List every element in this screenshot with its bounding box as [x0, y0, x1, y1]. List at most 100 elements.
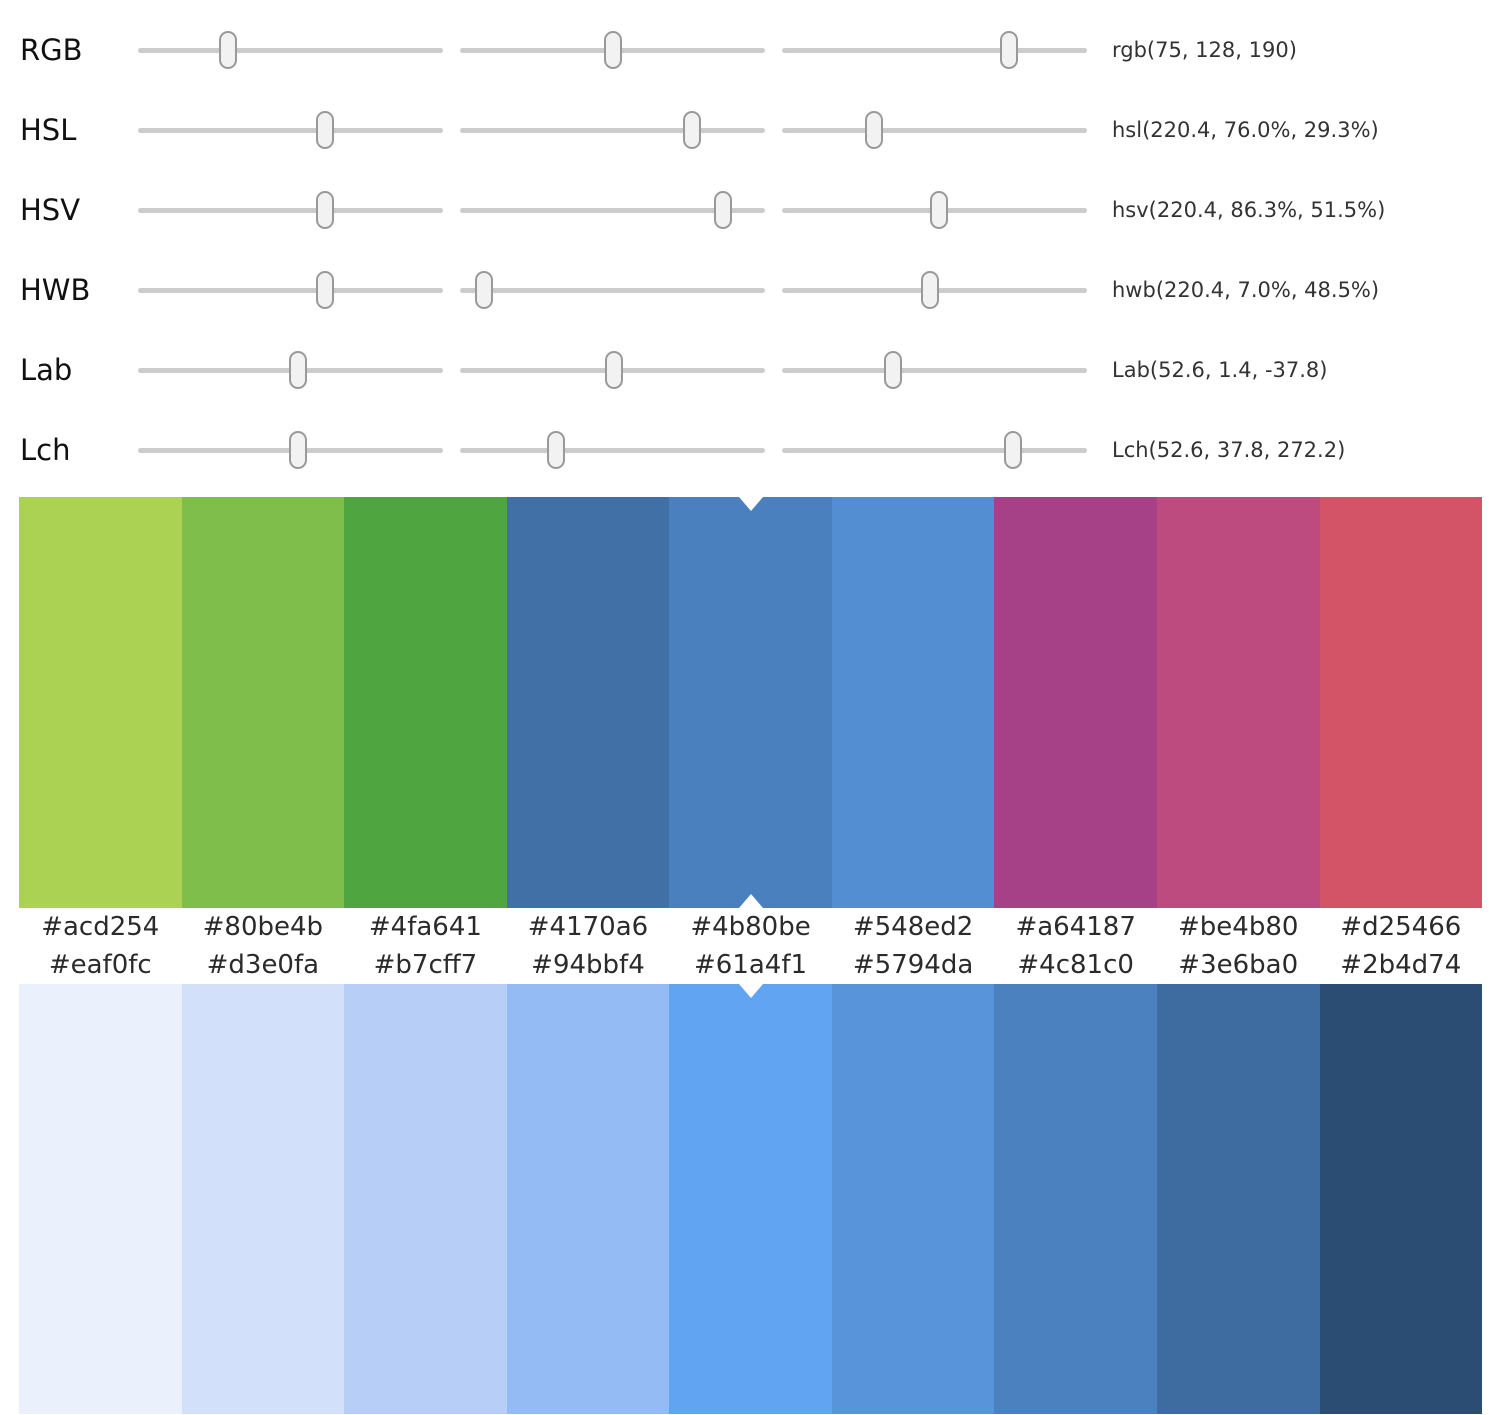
- swatch[interactable]: [181, 497, 345, 908]
- swatch-hex-label: #a64187: [1015, 912, 1136, 942]
- swatch-hex-label: #eaf0fc: [48, 950, 152, 980]
- swatch-hex-label: #61a4f1: [694, 950, 808, 980]
- swatch-hex-label: #4c81c0: [1017, 950, 1134, 980]
- slider-track[interactable]: [138, 287, 443, 293]
- slider-track[interactable]: [460, 447, 765, 453]
- slider-track[interactable]: [460, 287, 765, 293]
- slider-row-label: HWB: [20, 273, 91, 307]
- slider-thumb[interactable]: [1003, 431, 1022, 469]
- swatch[interactable]: [669, 984, 832, 1414]
- slider-thumb[interactable]: [289, 351, 308, 389]
- swatch[interactable]: [344, 497, 507, 908]
- hsl-saturation-slider[interactable]: [460, 90, 765, 170]
- swatch[interactable]: [994, 497, 1157, 908]
- slider-thumb[interactable]: [605, 351, 624, 389]
- swatch-hex-label: #4170a6: [527, 912, 649, 942]
- lab-a-slider[interactable]: [460, 330, 765, 410]
- slider-track[interactable]: [138, 127, 443, 133]
- rgb-blue-slider[interactable]: [782, 10, 1087, 90]
- lch-l-slider[interactable]: [138, 410, 443, 490]
- hsv-hue-slider[interactable]: [138, 170, 443, 250]
- swatch-hex-label: #3e6ba0: [1178, 950, 1299, 980]
- swatch-hex-label: #94bbf4: [531, 950, 645, 980]
- slider-track[interactable]: [138, 207, 443, 213]
- shade-palette: [19, 984, 1483, 1414]
- slider-row-value: hsl(220.4, 76.0%, 29.3%): [1112, 118, 1379, 142]
- lch-chroma-slider[interactable]: [460, 410, 765, 490]
- hwb-whiteness-slider[interactable]: [460, 250, 765, 330]
- swatch[interactable]: [669, 497, 832, 908]
- rgb-green-slider[interactable]: [460, 10, 765, 90]
- shade-palette-labels: #eaf0fc #d3e0fa #b7cff7 #94bbf4 #61a4f1 …: [19, 946, 1482, 984]
- slider-row-hsl: HSL hsl(220.4, 76.0%, 29.3%): [20, 90, 1501, 170]
- swatch[interactable]: [181, 984, 345, 1414]
- slider-track[interactable]: [782, 367, 1087, 373]
- slider-thumb[interactable]: [315, 271, 334, 309]
- slider-thumb[interactable]: [315, 191, 334, 229]
- hwb-hue-slider[interactable]: [138, 250, 443, 330]
- lab-l-slider[interactable]: [138, 330, 443, 410]
- slider-thumb[interactable]: [864, 111, 883, 149]
- slider-thumb[interactable]: [604, 31, 623, 69]
- hsl-hue-slider[interactable]: [138, 90, 443, 170]
- swatch[interactable]: [344, 984, 507, 1414]
- swatch-hex-label: #b7cff7: [373, 950, 478, 980]
- slider-row-value: hsv(220.4, 86.3%, 51.5%): [1112, 198, 1386, 222]
- slider-row-label: Lch: [20, 433, 71, 467]
- slider-thumb[interactable]: [218, 31, 237, 69]
- slider-row-lab: Lab Lab(52.6, 1.4, -37.8): [20, 330, 1501, 410]
- swatch-hex-label: #548ed2: [852, 912, 974, 942]
- slider-thumb[interactable]: [315, 111, 334, 149]
- slider-thumb[interactable]: [1000, 31, 1019, 69]
- slider-row-label: HSL: [20, 113, 77, 147]
- swatch[interactable]: [831, 497, 995, 908]
- slider-thumb[interactable]: [289, 431, 308, 469]
- swatch-hex-label: #4b80be: [690, 912, 811, 942]
- slider-row-rgb: RGB rgb(75, 128, 190): [20, 10, 1501, 90]
- slider-track[interactable]: [782, 127, 1087, 133]
- swatch[interactable]: [19, 984, 182, 1414]
- slider-thumb[interactable]: [475, 271, 494, 309]
- rgb-red-slider[interactable]: [138, 10, 443, 90]
- swatch[interactable]: [506, 497, 670, 908]
- swatch-hex-label: #80be4b: [202, 912, 324, 942]
- slider-row-label: HSV: [20, 193, 81, 227]
- slider-row-value: Lab(52.6, 1.4, -37.8): [1112, 358, 1328, 382]
- slider-thumb[interactable]: [714, 191, 733, 229]
- slider-track[interactable]: [138, 47, 443, 53]
- swatch[interactable]: [19, 497, 182, 908]
- swatch-hex-label: #4fa641: [368, 912, 482, 942]
- swatch[interactable]: [506, 984, 670, 1414]
- lch-hue-slider[interactable]: [782, 410, 1087, 490]
- slider-track[interactable]: [460, 127, 765, 133]
- slider-thumb[interactable]: [884, 351, 903, 389]
- slider-track[interactable]: [782, 47, 1087, 53]
- hsl-lightness-slider[interactable]: [782, 90, 1087, 170]
- hsv-saturation-slider[interactable]: [460, 170, 765, 250]
- slider-thumb[interactable]: [930, 191, 949, 229]
- swatch[interactable]: [831, 984, 995, 1414]
- hue-palette-labels: #acd254 #80be4b #4fa641 #4170a6 #4b80be …: [19, 908, 1482, 946]
- slider-row-lch: Lch Lch(52.6, 37.8, 272.2): [20, 410, 1501, 490]
- swatch[interactable]: [1156, 984, 1320, 1414]
- swatch-hex-label: #d25466: [1340, 912, 1462, 942]
- hsv-value-slider[interactable]: [782, 170, 1087, 250]
- slider-row-hsv: HSV hsv(220.4, 86.3%, 51.5%): [20, 170, 1501, 250]
- swatch[interactable]: [994, 984, 1157, 1414]
- slider-panel: RGB rgb(75, 128, 190) HSL hsl(220.4,: [0, 0, 1501, 490]
- slider-thumb[interactable]: [547, 431, 566, 469]
- slider-track[interactable]: [460, 207, 765, 213]
- swatch[interactable]: [1319, 497, 1483, 908]
- hwb-blackness-slider[interactable]: [782, 250, 1087, 330]
- slider-row-value: hwb(220.4, 7.0%, 48.5%): [1112, 278, 1380, 302]
- swatch-hex-label: #5794da: [852, 950, 974, 980]
- slider-row-value: rgb(75, 128, 190): [1112, 38, 1297, 62]
- slider-thumb[interactable]: [682, 111, 701, 149]
- lab-b-slider[interactable]: [782, 330, 1087, 410]
- swatch[interactable]: [1156, 497, 1320, 908]
- slider-thumb[interactable]: [920, 271, 939, 309]
- swatch[interactable]: [1319, 984, 1483, 1414]
- slider-track[interactable]: [782, 447, 1087, 453]
- slider-row-label: RGB: [20, 33, 83, 67]
- slider-row-value: Lch(52.6, 37.8, 272.2): [1112, 438, 1346, 462]
